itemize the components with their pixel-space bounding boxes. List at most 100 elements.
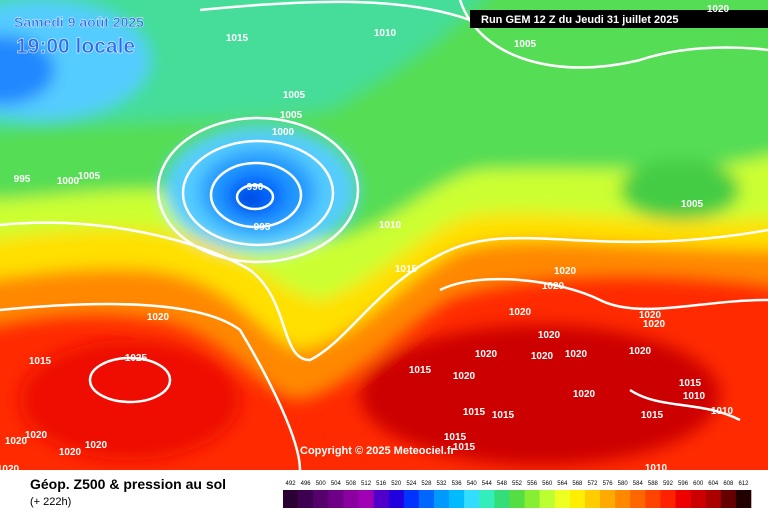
legend-label: 584: [633, 481, 644, 487]
legend-label: 560: [542, 481, 553, 487]
legend-swatch: [509, 490, 525, 508]
isobar-label: 1015: [29, 356, 52, 367]
isobar-label: 990: [247, 182, 264, 193]
isobar-label: 1020: [0, 464, 20, 475]
legend: 492 496 500 504 508 512 516 520 524 528 532 536 540 5…: [283, 481, 752, 508]
isobar-label: 1005: [514, 39, 537, 50]
isobar-label: 1020: [509, 307, 532, 318]
isobar-label: 1015: [679, 378, 702, 389]
legend-label: 592: [663, 481, 674, 487]
legend-label: 608: [723, 481, 734, 487]
legend-swatch: [690, 490, 707, 508]
legend-swatch: [720, 490, 737, 508]
legend-swatch: [584, 490, 601, 508]
isobar-label: 1015: [395, 264, 418, 275]
legend-label: 612: [738, 481, 749, 487]
legend-swatch: [298, 490, 314, 508]
isobar-label: 1010: [374, 28, 397, 39]
legend-label: 564: [557, 481, 568, 487]
run-banner: [470, 10, 768, 28]
legend-swatch: [735, 490, 752, 508]
legend-label: 492: [286, 481, 297, 487]
isobar-label: 1010: [683, 391, 706, 402]
legend-swatch: [373, 490, 389, 508]
legend-swatch: [524, 490, 540, 508]
legend-label: 508: [346, 481, 357, 487]
legend-label: 520: [391, 481, 402, 487]
legend-swatch: [388, 490, 405, 508]
legend-label: 524: [406, 481, 417, 487]
isobar-label: 1010: [711, 406, 734, 417]
legend-swatch: [464, 490, 480, 508]
legend-swatch: [675, 490, 691, 508]
legend-label: 596: [678, 481, 689, 487]
isobar-label: 1015: [641, 410, 664, 421]
legend-swatch: [569, 490, 586, 508]
legend-swatch: [418, 490, 435, 508]
isobar-label: 1000: [272, 127, 295, 138]
legend-label: 496: [301, 481, 312, 487]
isobar-label: 1020: [25, 430, 48, 441]
legend-label: 600: [693, 481, 704, 487]
isobar-label: 1020: [453, 371, 476, 382]
isobar-label: 1015: [409, 365, 432, 376]
isobar-label: 1010: [645, 463, 668, 474]
isobar-label: 1000: [57, 176, 80, 187]
isobar-label: 1020: [542, 281, 565, 292]
isobar-label: 1005: [78, 171, 101, 182]
isobar-label: 1010: [379, 220, 402, 231]
legend-swatch: [328, 490, 344, 508]
isobar-label: 1015: [492, 410, 515, 421]
isobar-label: 1020: [5, 436, 28, 447]
legend-label: 516: [376, 481, 387, 487]
isobar-label: 1005: [280, 110, 303, 121]
legend-label: 576: [603, 481, 614, 487]
legend-label: 572: [587, 481, 598, 487]
legend-swatch: [313, 490, 329, 508]
legend-swatch: [358, 490, 374, 508]
legend-label: 544: [482, 481, 493, 487]
isobar-label: 995: [14, 174, 31, 185]
legend-label: 536: [452, 481, 463, 487]
legend-label: 548: [497, 481, 508, 487]
isobar-label: 1020: [59, 447, 82, 458]
date: Samedi 9 août 2025: [14, 14, 144, 30]
legend-label: 588: [648, 481, 659, 487]
isobar-label: 1015: [226, 33, 249, 44]
isobar-label: 1020: [707, 4, 730, 15]
isobar-label: 995: [254, 222, 271, 233]
legend-label: 500: [316, 481, 327, 487]
isobar-label: 1015: [453, 442, 476, 453]
legend-swatch: [539, 490, 556, 508]
isobar-label: 1020: [629, 346, 652, 357]
isobar-label: 1020: [554, 266, 577, 277]
isobar-label: 1005: [283, 90, 306, 101]
legend-swatch: [630, 490, 646, 508]
isobar-label: 1020: [639, 310, 662, 321]
legend-swatch: [615, 490, 631, 508]
legend-label: 532: [437, 481, 448, 487]
legend-swatch: [600, 490, 616, 508]
isobar-label: 1020: [643, 319, 666, 330]
isobar-label: 1025: [125, 353, 148, 364]
legend-label: 528: [421, 481, 432, 487]
footer-title: Géop. Z500 & pression au sol: [30, 476, 226, 492]
legend-swatch: [660, 490, 676, 508]
isobar-label: 1020: [573, 389, 596, 400]
legend-swatch: [645, 490, 661, 508]
run-info: Run GEM 12 Z du Jeudi 31 juillet 2025: [481, 14, 678, 26]
copyright: Copyright © 2025 Meteociel.fr: [300, 445, 456, 457]
legend-swatch: [479, 490, 495, 508]
legend-swatch: [554, 490, 571, 508]
legend-label: 552: [512, 481, 523, 487]
isobar-label: 1020: [538, 330, 561, 341]
legend-swatch: [449, 490, 465, 508]
isobar-label: 1005: [681, 199, 704, 210]
legend-swatch: [433, 490, 450, 508]
map: [0, 0, 768, 470]
isobar-label: 1020: [147, 312, 170, 323]
legend-label: 512: [361, 481, 372, 487]
legend-label: 504: [331, 481, 342, 487]
